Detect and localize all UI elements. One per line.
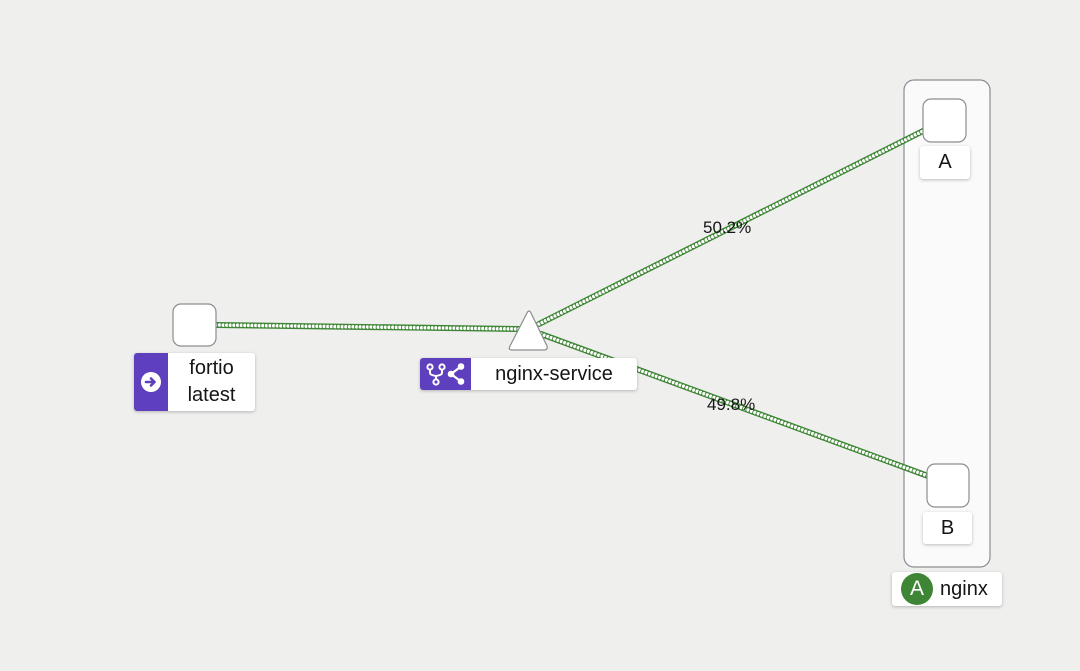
virtual-service-share-icon (425, 363, 464, 386)
nginx-service-type-badge (420, 358, 471, 390)
app-group-box[interactable] (903, 79, 991, 568)
fortio-name: fortio (189, 357, 234, 379)
app-badge: A (901, 573, 933, 605)
workload-a-name: A (938, 151, 952, 173)
app-group-label[interactable]: A nginx (892, 572, 1002, 606)
fortio-version: latest (187, 384, 236, 406)
workload-a-node[interactable] (922, 98, 967, 143)
arrow-circle-right-icon (141, 372, 161, 392)
edge-fortio-to-nginx-service[interactable] (213, 322, 522, 332)
edge-nginx-service-to-a[interactable] (536, 127, 928, 327)
app-name: nginx (940, 577, 988, 600)
workload-b-node[interactable] (926, 463, 970, 508)
nginx-service-name: nginx-service (495, 362, 613, 385)
workload-b-label[interactable]: B (923, 512, 972, 544)
nginx-service-node[interactable] (508, 310, 548, 351)
edge-label-to-b: 49.8% (707, 395, 756, 414)
fortio-type-badge (134, 353, 168, 411)
edge-label-to-a: 50.2% (703, 218, 752, 237)
fortio-label[interactable]: fortio latest (134, 353, 255, 411)
fortio-node[interactable] (172, 303, 217, 347)
workload-a-label[interactable]: A (920, 146, 970, 179)
workload-b-name: B (940, 516, 955, 539)
nginx-service-label[interactable]: nginx-service (420, 358, 637, 390)
